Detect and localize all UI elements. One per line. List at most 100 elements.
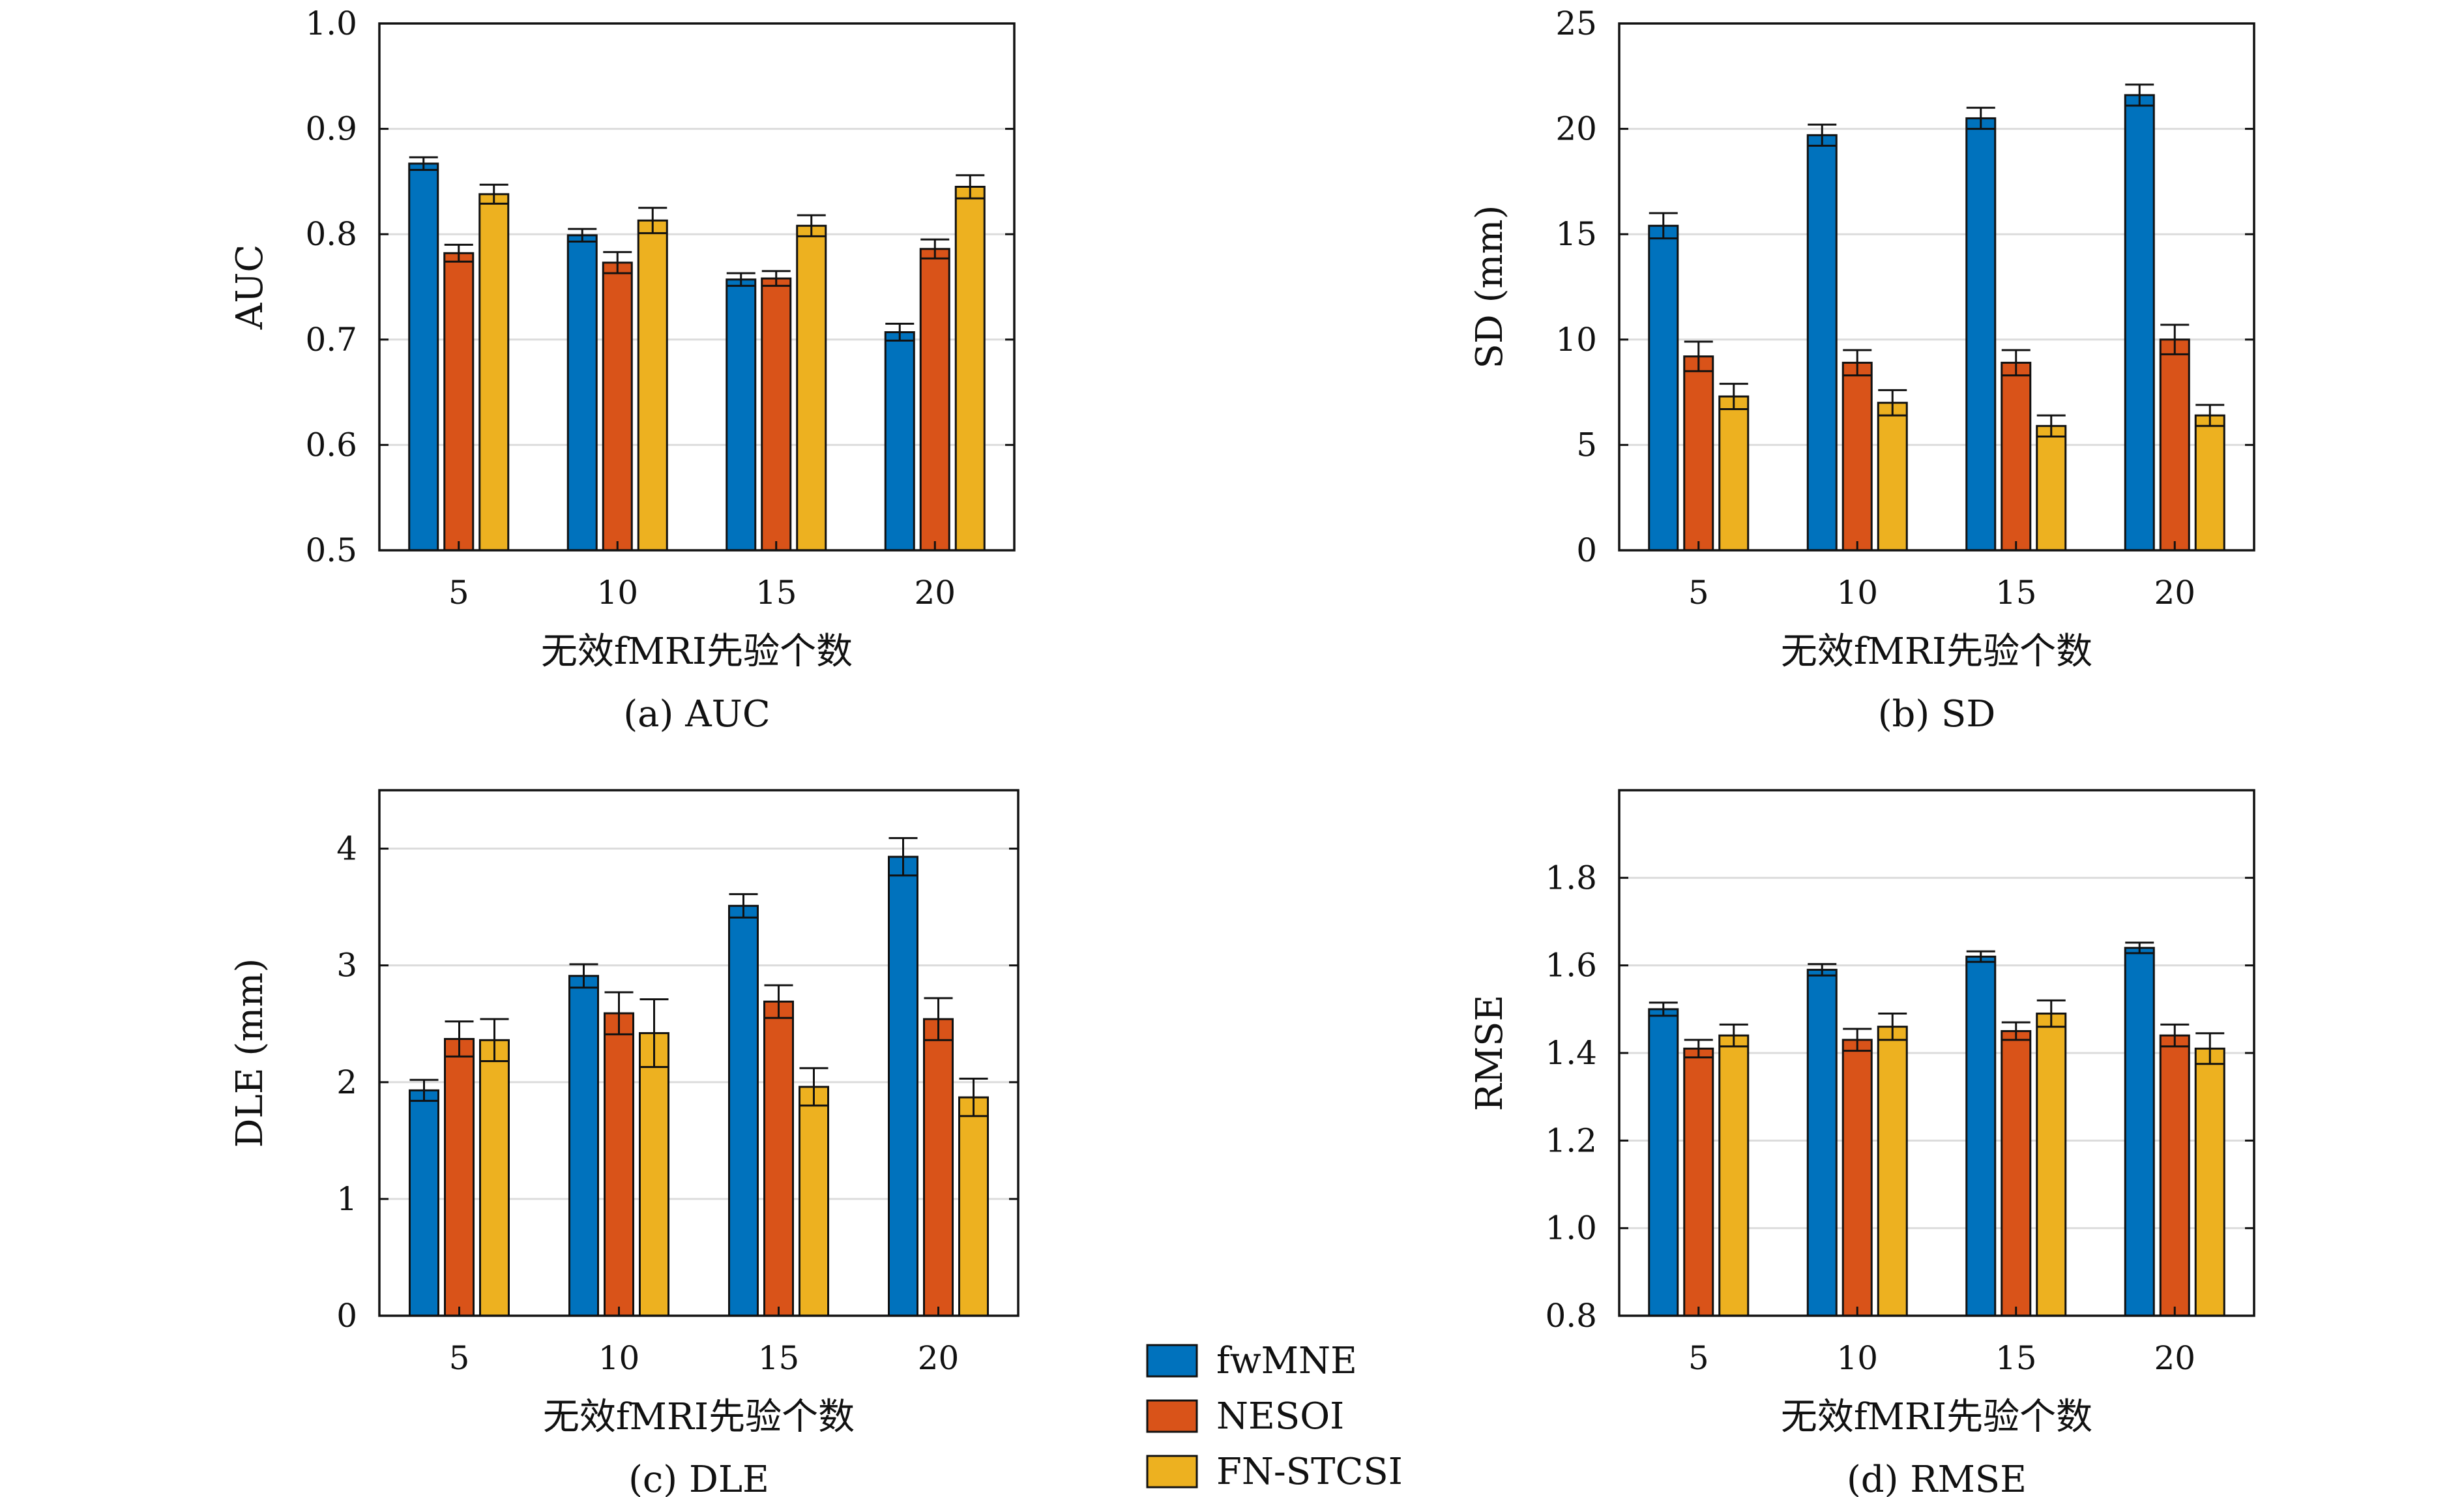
x-axis-label: 无效fMRI先验个数: [1781, 630, 2092, 673]
bar-fn-stcsi-20: [2194, 414, 2225, 552]
bar-nesoi-20: [919, 248, 950, 552]
bar-nesoi-10: [1841, 361, 1873, 552]
chart-panel-rmse: 0.8 1.0 1.2 1.4 1.6 1.8 5 10 15 20 无效fMRI先验个数 RMSE (…: [1469, 789, 2255, 1497]
x-tick-label: 5: [448, 574, 469, 612]
bar-fwmne-15: [726, 278, 757, 552]
bar-nesoi-10: [602, 261, 633, 552]
x-tick-label: 5: [1688, 1339, 1709, 1377]
bar-fwmne-5: [1648, 1008, 1679, 1317]
y-tick-label: 1.0: [1545, 1209, 1597, 1247]
y-tick-label: 1.2: [1545, 1121, 1597, 1159]
chart-panel-sd: 0 5 10 15 20 25 5 10 15 20 无效fMRI先验个数 SD (mm) (b) SD: [1469, 5, 2255, 735]
bar-fn-stcsi-10: [1877, 402, 1908, 552]
bar-fwmne-5: [409, 1089, 439, 1317]
legend-swatch-nesoi: [1146, 1399, 1198, 1433]
y-tick-label: 20: [1555, 110, 1597, 148]
bar-fwmne-10: [1806, 134, 1838, 552]
bar-fwmne-15: [1965, 955, 1997, 1317]
bar-nesoi-5: [1683, 355, 1714, 552]
y-tick-label: 2: [336, 1063, 357, 1101]
x-tick-label: 10: [1836, 1339, 1878, 1377]
x-tick-label: 15: [755, 574, 797, 612]
x-tick-label: 10: [596, 574, 638, 612]
bar-fwmne-5: [1648, 224, 1679, 552]
y-tick-label: 1.6: [1545, 947, 1597, 985]
chart-panel-auc: 0.5 0.6 0.7 0.8 0.9 1.0 5 10 15 20 无效fMRI先验个数 AUC (a…: [229, 5, 1016, 735]
bar-fwmne-5: [408, 162, 439, 552]
bar-fwmne-15: [1965, 117, 1997, 552]
plot-frame: [378, 22, 1016, 552]
y-tick-label: 1.4: [1545, 1034, 1597, 1072]
bar-fn-stcsi-20: [954, 185, 986, 552]
x-axis-label: 无效fMRI先验个数: [543, 1396, 855, 1438]
y-tick-label: 0.9: [305, 110, 357, 148]
bar-nesoi-20: [923, 1018, 954, 1317]
chart-panel-dle: 0 1 2 3 4 5 10 15 20 无效fMRI先验个数 DLE (mm) (c) DLE: [229, 789, 1019, 1497]
y-tick-label: 1.0: [305, 5, 357, 42]
x-tick-label: 15: [758, 1339, 800, 1377]
bar-nesoi-5: [1683, 1047, 1714, 1317]
legend-label-fn-stcsi: FN-STCSI: [1216, 1451, 1403, 1493]
bar-fn-stcsi-20: [2194, 1047, 2225, 1317]
y-tick-label: 15: [1555, 215, 1597, 253]
panel-caption: (c) DLE: [628, 1459, 769, 1497]
y-tick-label: 0: [336, 1297, 357, 1335]
bar-fn-stcsi-15: [2036, 1013, 2067, 1317]
bar-nesoi-15: [761, 277, 792, 552]
x-axis-label: 无效fMRI先验个数: [541, 630, 853, 673]
y-tick-label: 0: [1576, 531, 1597, 569]
legend-swatch-fn-stcsi: [1146, 1455, 1198, 1489]
y-tick-label: 0.7: [305, 321, 357, 359]
x-tick-label: 10: [1836, 574, 1878, 612]
bar-fwmne-20: [2124, 947, 2155, 1317]
bar-nesoi-15: [2001, 361, 2032, 552]
y-tick-label: 10: [1555, 321, 1597, 359]
y-tick-label: 1: [336, 1180, 357, 1218]
x-tick-label: 5: [1688, 574, 1709, 612]
x-tick-label: 15: [1995, 574, 2037, 612]
y-tick-label: 3: [336, 947, 357, 985]
y-axis-label: SD (mm): [1469, 205, 1511, 369]
y-axis-label: DLE (mm): [229, 958, 271, 1148]
bar-fn-stcsi-15: [796, 224, 827, 552]
x-axis-label: 无效fMRI先验个数: [1781, 1396, 2092, 1438]
y-axis-label: RMSE: [1469, 995, 1511, 1112]
x-tick-label: 5: [449, 1339, 470, 1377]
y-tick-label: 25: [1555, 5, 1597, 42]
bar-nesoi-5: [443, 252, 475, 552]
y-tick-label: 5: [1576, 426, 1597, 464]
bar-fn-stcsi-20: [958, 1096, 989, 1317]
y-tick-label: 0.8: [305, 215, 357, 253]
panel-caption: (d) RMSE: [1847, 1459, 2027, 1497]
bar-nesoi-15: [763, 1000, 794, 1317]
bar-fwmne-20: [2124, 94, 2155, 552]
bar-nesoi-20: [2159, 338, 2190, 552]
x-tick-label: 15: [1995, 1339, 2037, 1377]
bar-fwmne-10: [566, 234, 598, 552]
bar-fn-stcsi-5: [1718, 1034, 1750, 1317]
bar-nesoi-20: [2159, 1034, 2190, 1317]
panel-caption: (a) AUC: [623, 693, 770, 735]
bar-nesoi-10: [604, 1012, 634, 1317]
bar-fn-stcsi-5: [479, 1039, 510, 1317]
x-tick-label: 20: [2154, 574, 2195, 612]
bar-fwmne-20: [888, 855, 918, 1317]
x-tick-label: 20: [2154, 1339, 2195, 1377]
bar-fwmne-10: [568, 975, 599, 1317]
panel-caption: (b) SD: [1878, 693, 1996, 735]
bar-fwmne-20: [884, 331, 915, 552]
y-tick-label: 1.8: [1545, 859, 1597, 897]
bar-fn-stcsi-10: [639, 1032, 669, 1317]
bar-fn-stcsi-5: [478, 193, 510, 552]
x-tick-label: 10: [598, 1339, 640, 1377]
bar-fn-stcsi-10: [1877, 1026, 1908, 1317]
bar-fn-stcsi-15: [2036, 424, 2067, 552]
plot-frame: [1618, 22, 2255, 552]
bar-fn-stcsi-5: [1718, 395, 1750, 552]
y-tick-label: 0.5: [305, 531, 357, 569]
bar-fn-stcsi-10: [637, 219, 668, 552]
legend-swatch-fwmne: [1146, 1344, 1198, 1378]
bar-nesoi-10: [1841, 1039, 1873, 1317]
x-tick-label: 20: [914, 574, 956, 612]
